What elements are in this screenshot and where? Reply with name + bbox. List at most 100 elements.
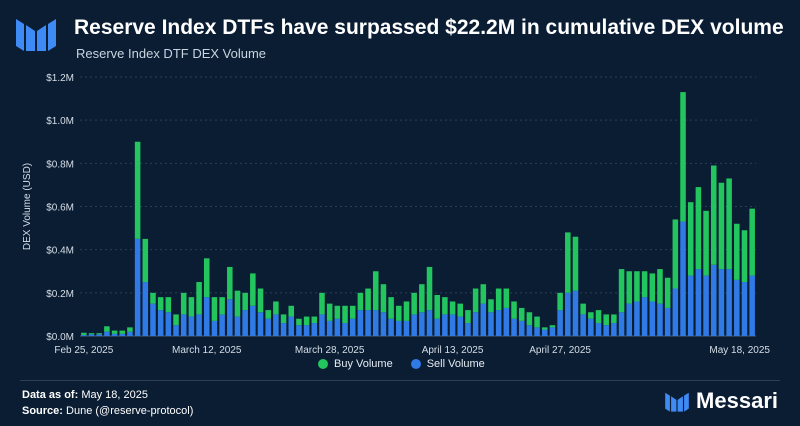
chart-subtitle: Reserve Index DTF DEX Volume (76, 46, 267, 61)
buy-bar (211, 297, 218, 321)
buy-bar (150, 292, 156, 304)
buy-bar (296, 318, 302, 326)
sell-bar (326, 320, 333, 336)
buy-bar (703, 210, 709, 276)
buy-bar (541, 327, 548, 330)
buy-bar (672, 219, 679, 289)
sell-bar (81, 334, 87, 336)
buy-bar (749, 208, 755, 276)
sell-bar (480, 303, 487, 336)
sell-bar (150, 303, 156, 336)
buy-bar (219, 297, 225, 315)
buy-bar (664, 277, 671, 308)
sell-bar (726, 269, 732, 336)
y-tick-label: $0.2M (46, 289, 74, 300)
buy-bar (342, 305, 348, 324)
legend-swatch-sell (410, 359, 421, 369)
sell-bar (342, 323, 348, 336)
buy-bar (565, 232, 571, 293)
sell-bar (680, 221, 686, 336)
buy-bar (426, 266, 433, 311)
buy-bar (710, 165, 717, 265)
buy-bar (357, 292, 364, 311)
sell-bar (88, 334, 95, 336)
sell-bar (234, 316, 241, 336)
buy-bar (465, 310, 471, 324)
sell-bar (180, 314, 187, 336)
y-axis-label: DEX Volume (USD) (22, 163, 33, 250)
chart-legend: Buy Volume Sell Volume (318, 358, 485, 370)
y-tick-label: $1.2M (46, 73, 74, 84)
sell-bar (634, 301, 640, 336)
sell-bar (641, 297, 648, 336)
sell-bar (580, 314, 586, 336)
sell-bar (449, 314, 456, 336)
buy-bar (396, 305, 402, 321)
buy-bar (196, 282, 202, 315)
buy-bar (734, 223, 740, 280)
sell-bar (734, 279, 740, 336)
buy-bar (526, 312, 533, 326)
buy-bar (572, 236, 579, 291)
legend-label-sell: Sell Volume (426, 358, 485, 370)
sell-bar (396, 320, 402, 336)
buy-bar (626, 271, 633, 304)
buy-bar (142, 238, 149, 283)
buy-bar (265, 310, 271, 319)
sell-bar (457, 316, 464, 336)
sell-bar (280, 323, 287, 336)
footer-divider (20, 380, 780, 381)
buy-bar (180, 292, 187, 315)
buy-bar (81, 332, 87, 335)
sell-bar (618, 312, 625, 336)
sell-bar (603, 325, 609, 336)
sell-bar (718, 269, 725, 336)
buy-bar (726, 178, 732, 270)
buy-bar (411, 292, 417, 315)
sell-bar (173, 325, 179, 336)
buy-bar (634, 271, 640, 302)
legend-item-buy: Buy Volume (318, 358, 393, 370)
buy-bar (349, 305, 356, 319)
buy-bar (157, 297, 164, 311)
buy-bar (480, 284, 487, 304)
sell-bar (403, 320, 410, 336)
source: Source: Dune (@reserve-protocol) (22, 405, 193, 417)
buy-bar (511, 301, 517, 319)
x-tick-label: April 13, 2025 (422, 345, 484, 355)
legend-label-buy: Buy Volume (334, 358, 393, 370)
sell-bar (749, 275, 755, 336)
buy-bar (687, 202, 694, 276)
sell-bar (250, 305, 256, 336)
sell-bar (434, 318, 440, 336)
brand-name: Messari (696, 388, 778, 413)
y-tick-label: $1.0M (46, 116, 74, 127)
buy-bar (618, 269, 625, 313)
x-tick-label: April 27, 2025 (529, 345, 591, 355)
sell-bar (104, 331, 110, 336)
sell-bar (119, 333, 126, 336)
buy-bar (280, 314, 287, 324)
sell-bar (526, 325, 533, 336)
buy-bar (326, 303, 333, 321)
buy-bar (334, 305, 341, 319)
sell-bar (265, 318, 271, 336)
sell-bar (534, 327, 540, 336)
sell-bar (695, 269, 702, 336)
buy-bar (557, 292, 563, 311)
buy-bar (503, 288, 510, 308)
sell-bar (188, 316, 195, 336)
sell-bar (426, 310, 433, 336)
buy-bar (518, 307, 525, 321)
buy-bar (111, 330, 118, 334)
buy-bar (173, 314, 179, 326)
sell-bar (134, 238, 141, 336)
buy-bar (119, 330, 126, 334)
buy-bar (403, 301, 410, 321)
buy-bar (372, 271, 379, 311)
sell-bar (296, 325, 302, 336)
sell-bar (273, 314, 279, 336)
bar-chart: $0.0M $0.2M $0.4M $0.6M $0.8M $1.0M $1.2M DEX V… (22, 73, 770, 355)
sell-bar (211, 320, 218, 336)
sell-bar (242, 310, 248, 336)
